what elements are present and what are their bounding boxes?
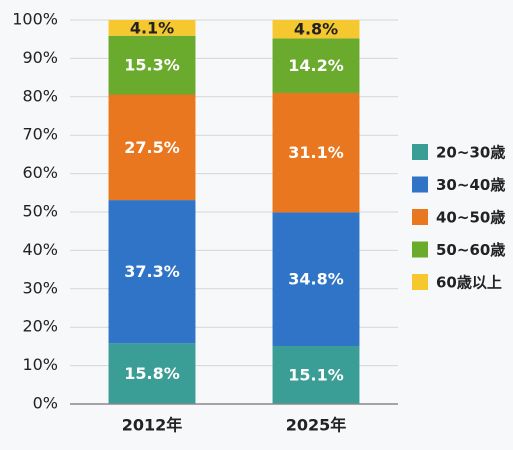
y-tick-label: 30% [22,278,58,297]
legend-label: 60歳以上 [436,274,502,292]
x-tick-label: 2012年 [122,416,183,435]
legend-label: 40~50歳 [436,209,505,227]
data-label: 37.3% [124,262,180,281]
data-label: 34.8% [288,270,344,289]
y-tick-label: 90% [22,48,58,67]
data-label: 15.3% [124,56,180,75]
data-label: 15.1% [288,366,344,385]
data-label: 14.2% [288,56,344,75]
legend-swatch [412,176,428,193]
y-tick-label: 60% [22,163,58,182]
y-tick-label: 20% [22,317,58,336]
y-tick-label: 10% [22,355,58,374]
y-tick-label: 100% [12,10,58,29]
y-tick-label: 0% [33,394,58,413]
legend-swatch [412,144,428,160]
x-tick-label: 2025年 [286,416,347,435]
bar-segment [272,38,360,93]
bar-segment [272,212,360,347]
bar-segment [108,35,196,95]
data-label: 4.8% [294,20,338,39]
bar-segment [108,20,196,36]
data-label: 31.1% [288,143,344,162]
bar-segment [272,20,360,39]
y-tick-label: 40% [22,240,58,259]
y-tick-label: 80% [22,86,58,105]
bar-segment [108,200,196,344]
data-label: 27.5% [124,138,180,157]
data-label: 4.1% [130,18,174,37]
bar-segment [272,92,360,213]
legend-swatch [412,274,428,290]
bar-segment [272,346,360,404]
legend-swatch [412,209,428,225]
y-tick-label: 50% [22,202,58,221]
data-label: 15.8% [124,364,180,383]
legend-label: 30~40歳 [436,176,505,194]
bar-segment [108,94,196,201]
legend-label: 50~60歳 [436,241,505,259]
legend-label: 20~30歳 [436,144,505,162]
y-tick-label: 70% [22,125,58,144]
legend-swatch [412,241,428,258]
bar-segment [108,343,196,404]
